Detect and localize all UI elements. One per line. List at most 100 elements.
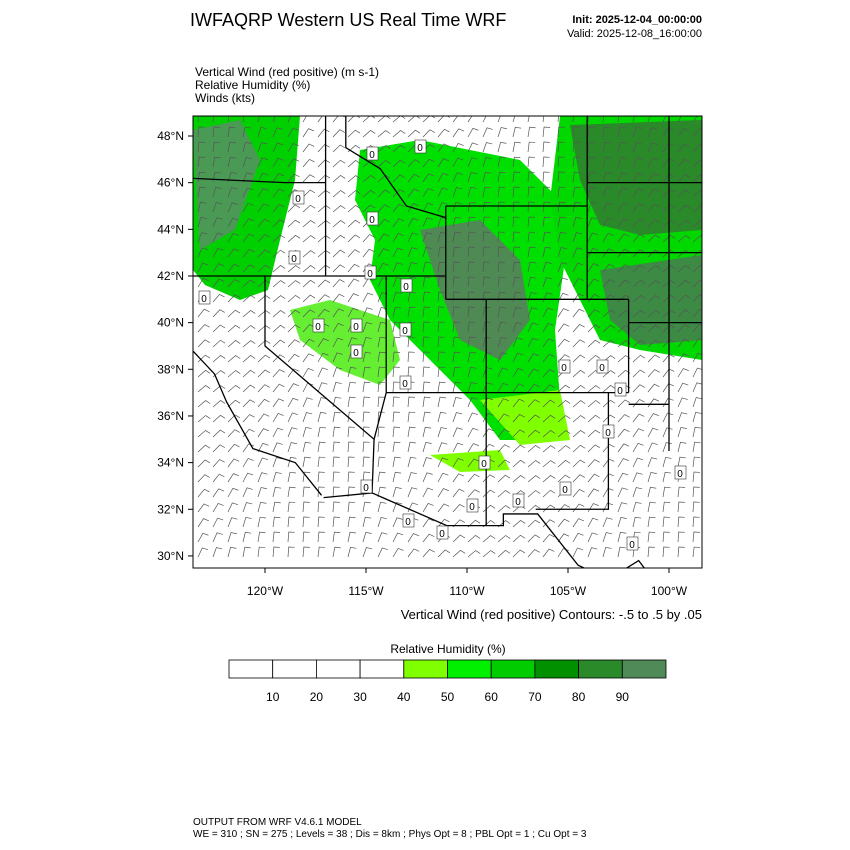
wind-barb <box>332 249 346 258</box>
wind-barb <box>677 158 690 168</box>
wind-barb <box>242 157 253 168</box>
wind-barb <box>527 414 541 423</box>
contour-label-box <box>350 344 363 359</box>
wind-barb <box>497 474 511 483</box>
wind-barb <box>242 187 254 198</box>
wind-barb <box>287 143 299 153</box>
wind-barb <box>392 336 401 348</box>
wind-barb <box>587 217 598 228</box>
wind-barb <box>572 547 584 558</box>
wind-barb <box>572 156 581 168</box>
wind-barb <box>542 201 551 213</box>
wind-barb <box>197 232 208 243</box>
wind-barb <box>362 396 371 408</box>
wind-barb <box>557 262 568 273</box>
wind-barb <box>602 458 615 468</box>
wind-barb <box>527 460 541 468</box>
wind-barb <box>632 413 645 423</box>
wind-barb <box>542 126 551 138</box>
wind-barb <box>557 201 566 213</box>
wind-barb <box>557 533 570 543</box>
wind-barb <box>362 175 376 183</box>
wind-barb <box>542 277 553 288</box>
wind-barb <box>527 216 535 228</box>
wind-barb <box>317 144 330 153</box>
valid-time: Valid: 2025-12-08_16:00:00 <box>567 28 702 40</box>
wind-barb <box>227 202 238 213</box>
wind-barb <box>647 203 660 213</box>
wind-barb <box>557 445 571 453</box>
wind-barb <box>227 458 240 468</box>
wind-barb <box>242 172 253 183</box>
contour-label: 0 <box>369 150 375 161</box>
wind-barb <box>467 458 480 468</box>
wind-barb <box>482 550 496 558</box>
contour-label: 0 <box>629 540 635 551</box>
wind-barb <box>272 398 285 408</box>
wind-barb <box>632 428 645 438</box>
wind-barb <box>332 129 345 138</box>
lat-tick-label: 34°N <box>157 456 184 470</box>
wind-barb <box>662 442 673 453</box>
wind-barb <box>362 411 370 423</box>
wind-barb <box>662 280 676 288</box>
wind-barb <box>452 549 466 558</box>
wind-barb <box>587 547 598 558</box>
wind-barb <box>392 351 401 363</box>
wind-barb <box>587 141 596 153</box>
wind-barb <box>422 217 433 228</box>
wind-barb <box>302 116 307 123</box>
wind-barb <box>542 533 555 543</box>
wind-barb <box>242 233 255 243</box>
wind-barb <box>242 369 256 378</box>
wind-barb <box>677 235 691 243</box>
wind-barb <box>212 247 224 258</box>
wind-barb <box>467 397 478 408</box>
wind-barb <box>362 366 371 378</box>
wind-barb <box>587 247 599 258</box>
wind-barb <box>227 172 237 183</box>
wind-barb <box>632 487 643 498</box>
wind-barb <box>587 517 599 528</box>
wind-barb <box>497 116 501 123</box>
wind-barb <box>287 412 299 423</box>
wind-barb <box>242 384 256 393</box>
wind-barb <box>377 292 388 303</box>
field-label: Relative Humidity (%) <box>195 78 310 92</box>
lon-tick-label: 120°W <box>247 584 284 598</box>
wind-barb <box>437 128 450 138</box>
wind-barb <box>287 442 297 453</box>
field-label: Winds (kts) <box>195 91 255 105</box>
wind-barb <box>197 186 206 198</box>
wind-barb <box>557 548 569 558</box>
wind-barb <box>572 430 586 438</box>
wind-barb <box>497 141 507 153</box>
wind-barb <box>542 489 556 498</box>
wind-barb <box>692 279 702 288</box>
wind-barb <box>602 385 616 393</box>
wind-barb <box>647 457 658 468</box>
wind-barb <box>212 324 226 333</box>
wind-barb <box>467 550 481 558</box>
wind-barb <box>542 399 556 408</box>
wind-barb <box>302 456 311 468</box>
wind-barb <box>287 204 301 213</box>
contour-label-box <box>360 479 373 494</box>
wind-barb <box>662 412 674 423</box>
wind-barb <box>437 158 449 168</box>
wind-barb <box>662 324 676 333</box>
wind-barb <box>692 501 700 513</box>
colorbar-label: 20 <box>310 690 324 704</box>
wind-barb <box>632 249 645 258</box>
wind-barb <box>662 471 672 483</box>
wind-barb <box>272 249 286 258</box>
wind-barb <box>527 126 536 138</box>
wind-barb <box>512 352 524 363</box>
contour-label-box <box>366 211 379 226</box>
wind-barb <box>212 232 224 243</box>
contour-label-box <box>198 290 211 305</box>
wind-barb <box>497 276 506 288</box>
wind-barb <box>677 397 688 408</box>
wind-barb <box>602 443 615 453</box>
wind-barb <box>407 262 417 273</box>
